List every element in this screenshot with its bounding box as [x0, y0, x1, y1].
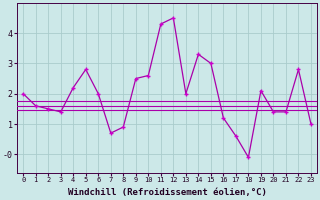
X-axis label: Windchill (Refroidissement éolien,°C): Windchill (Refroidissement éolien,°C) — [68, 188, 267, 197]
